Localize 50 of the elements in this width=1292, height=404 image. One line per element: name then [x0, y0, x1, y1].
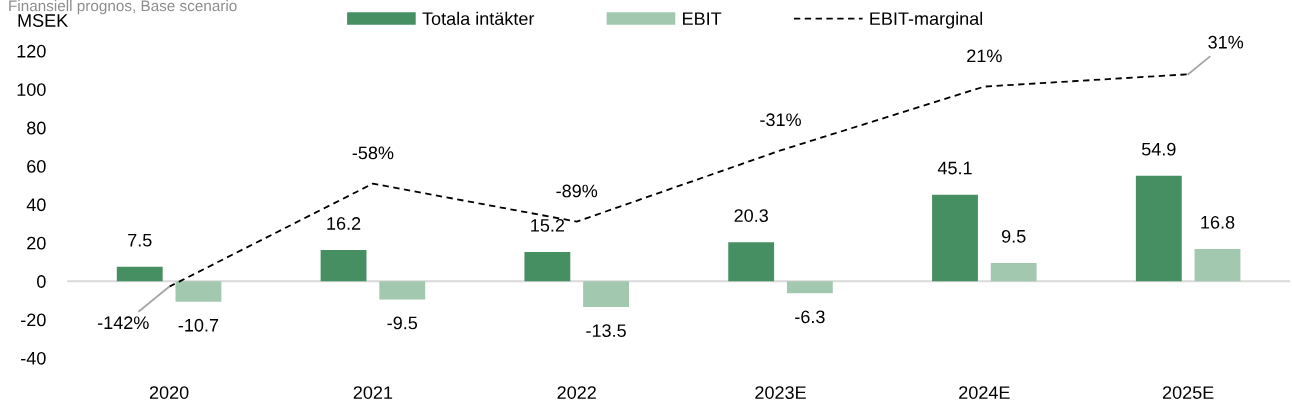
x-tick-label: 2022 — [557, 386, 596, 399]
legend-label: EBIT — [683, 12, 722, 25]
data-label: 45.1 — [937, 161, 972, 175]
x-tick-label: 2020 — [149, 386, 189, 399]
y-tick-label: 0 — [37, 275, 46, 288]
bar — [524, 252, 571, 282]
y-tick-label: -20 — [21, 313, 46, 327]
data-label: -31% — [760, 113, 801, 127]
data-label: 7.5 — [128, 233, 152, 247]
data-label: 16.8 — [1201, 215, 1235, 229]
bar — [116, 266, 163, 282]
x-tick-label: 2021 — [353, 386, 393, 399]
chart-title: Finansiell prognos, Base scenario — [9, 0, 237, 15]
data-label: 15.2 — [531, 218, 565, 232]
y-tick-label: 40 — [26, 198, 46, 212]
data-label: -9.5 — [387, 316, 418, 330]
bar — [1135, 175, 1182, 282]
y-tick-label: 60 — [27, 159, 46, 173]
y-tick-label: 80 — [27, 121, 46, 135]
x-tick-label: 2023E — [755, 386, 806, 399]
y-axis-title: MSEK — [18, 14, 69, 27]
data-label: -6.3 — [795, 310, 825, 324]
y-tick-label: 120 — [17, 44, 46, 58]
bar — [175, 281, 222, 302]
data-label: 54.9 — [1141, 142, 1176, 156]
data-label: 31% — [1208, 35, 1244, 49]
bar — [1194, 248, 1241, 282]
data-label: -89% — [556, 184, 598, 198]
bar — [728, 242, 775, 282]
y-tick-label: 20 — [27, 236, 46, 250]
data-label: -58% — [352, 146, 394, 160]
data-label: 21% — [967, 49, 1002, 63]
y-tick-label: -40 — [21, 351, 46, 365]
bar — [990, 262, 1037, 282]
bar — [786, 281, 833, 294]
data-label: 9.5 — [1001, 229, 1026, 243]
data-label: 16.2 — [327, 217, 361, 230]
data-label: -10.7 — [178, 318, 219, 332]
legend-label: Totala intäkter — [422, 11, 535, 26]
data-label: -142% — [97, 316, 149, 330]
bar — [583, 281, 629, 308]
data-label: 20.3 — [734, 209, 768, 222]
legend-label: EBIT-marginal — [870, 11, 983, 29]
bar — [932, 194, 978, 282]
y-tick-label: 100 — [17, 83, 46, 96]
x-tick-label: 2024E — [959, 386, 1010, 399]
x-tick-label: 2025E — [1162, 386, 1214, 399]
data-label: -13.5 — [586, 324, 626, 338]
bar — [320, 250, 367, 282]
bar — [379, 281, 426, 300]
